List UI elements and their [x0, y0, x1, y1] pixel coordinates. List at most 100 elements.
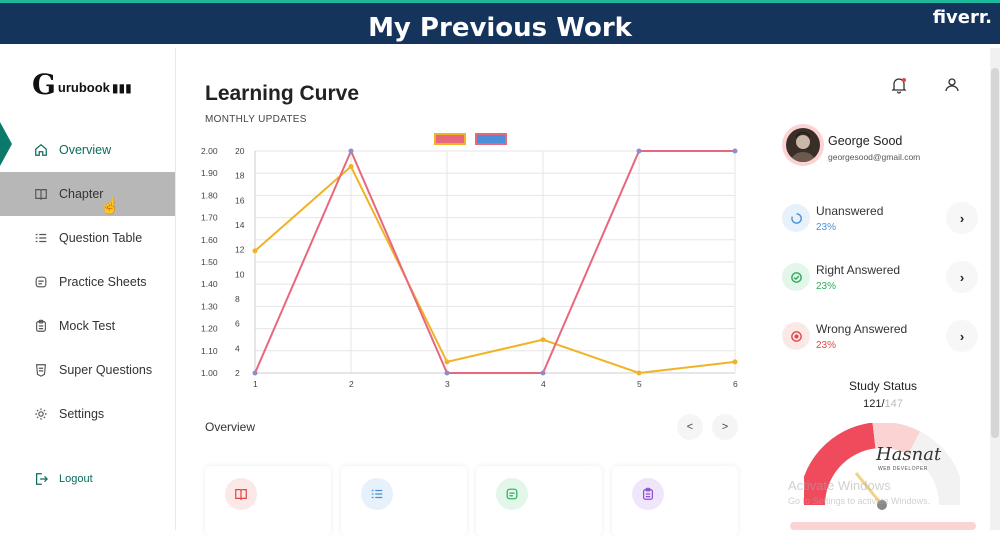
y-left-tick-label: 1.10	[201, 346, 218, 356]
logout-label: Logout	[59, 473, 93, 485]
signature-sub: WEB DEVELOPER	[878, 466, 928, 472]
y-left-tick-label: 1.90	[201, 168, 218, 178]
sidebar-item-super-questions[interactable]: Super Questions	[0, 348, 175, 392]
legend-swatch-2[interactable]	[475, 133, 507, 145]
x-tick-label: 3	[445, 379, 450, 389]
stat-percent: 23%	[816, 222, 837, 233]
stat-title: Unanswered	[816, 204, 884, 218]
shield-icon	[34, 363, 48, 377]
study-status-count: 121/147	[768, 398, 998, 410]
series-line-1	[254, 164, 736, 375]
bell-icon[interactable]	[890, 76, 908, 94]
clipboard-icon	[34, 319, 48, 333]
sidebar-item-question-table[interactable]: Question Table	[0, 216, 175, 260]
sidebar-item-practice-sheets[interactable]: Practice Sheets	[0, 260, 175, 304]
banner: My Previous Work fiverr.	[0, 0, 1000, 44]
y-left-tick-label: 1.60	[201, 235, 218, 245]
main-content: Learning Curve MONTHLY UPDATES 2.00 1.90 1…	[177, 48, 767, 536]
logout-button[interactable]: Logout	[34, 472, 93, 486]
sheet-icon	[496, 478, 528, 510]
x-tick-label: 4	[541, 379, 546, 389]
learning-curve-chart: 2.00 1.90 1.80 1.70 1.60 1.50 1.40 1.30 1.20 1.10…	[201, 146, 738, 389]
series-1-point	[444, 359, 450, 365]
sidebar-item-label: Mock Test	[59, 319, 116, 333]
stat-percent: 23%	[816, 281, 837, 292]
user-icon[interactable]	[943, 76, 961, 94]
series-1-point	[540, 337, 546, 343]
target-icon	[782, 322, 810, 350]
chevron-right-icon[interactable]: ›	[946, 320, 978, 352]
fiverr-logo: fiverr.	[932, 7, 992, 28]
page-title: Learning Curve	[205, 82, 360, 105]
series-2-point	[444, 370, 450, 376]
hand-cursor-icon: ☝	[100, 198, 120, 215]
study-total: 147	[884, 398, 903, 410]
stat-title: Wrong Answered	[816, 322, 908, 336]
sidebar-item-label: Super Questions	[59, 363, 153, 377]
y-left-tick-label: 1.80	[201, 190, 218, 200]
y-left-tick-label: 1.00	[201, 368, 218, 378]
sidebar-item-label: Question Table	[59, 231, 143, 245]
stat-unanswered[interactable]: Unanswered 23% ›	[782, 198, 978, 242]
sidebar-item-label: Chapter	[59, 187, 104, 201]
y-right-tick-label: 18	[235, 171, 245, 181]
y-left-tick-label: 1.70	[201, 213, 218, 223]
y-left-tick-label: 1.50	[201, 257, 218, 267]
y-right-tick-label: 20	[235, 146, 245, 156]
sidebar-item-chapter[interactable]: Chapter	[0, 172, 175, 216]
app-logo[interactable]: G urubook ▮▮▮	[32, 68, 132, 101]
series-1-point	[252, 248, 258, 254]
y-right-tick-label: 4	[235, 343, 240, 353]
scrollbar[interactable]	[990, 48, 1000, 530]
series-line-2	[254, 148, 735, 374]
sidebar-item-label: Settings	[59, 407, 105, 421]
sidebar-item-label: Overview	[59, 143, 112, 157]
list-icon	[34, 231, 48, 245]
stat-title: Right Answered	[816, 263, 901, 277]
home-icon	[34, 143, 48, 157]
overview-card-mock[interactable]	[612, 466, 738, 536]
sheet-icon	[34, 275, 48, 289]
prev-button[interactable]: <	[677, 414, 703, 440]
check-circle-icon	[782, 263, 810, 291]
sidebar-item-mock-test[interactable]: Mock Test	[0, 304, 175, 348]
study-sep: /	[881, 398, 885, 410]
book-icon	[225, 478, 257, 510]
series-1-point	[636, 370, 642, 376]
overview-card-practice[interactable]	[476, 466, 602, 536]
avatar[interactable]	[786, 128, 820, 162]
overview-heading: Overview	[205, 420, 256, 434]
chevron-right-icon[interactable]: ›	[946, 261, 978, 293]
overview-card-chapter[interactable]	[205, 466, 331, 536]
y-right-tick-label: 14	[235, 220, 245, 230]
study-done: 121	[863, 398, 882, 410]
series-2-point	[732, 148, 738, 154]
sidebar: G urubook ▮▮▮	[0, 48, 176, 530]
watermark-subtitle: Go to Settings to activate Windows.	[788, 496, 931, 506]
signature-name: Hasnat	[876, 444, 942, 465]
series-1-point	[732, 359, 738, 365]
series-1-point	[348, 164, 354, 170]
profile-email: georgesood@gmail.com	[828, 152, 921, 162]
chevron-right-icon[interactable]: ›	[946, 202, 978, 234]
stat-right-answered[interactable]: Right Answered 23% ›	[782, 257, 978, 301]
next-button[interactable]: >	[712, 414, 738, 440]
book-icon	[34, 187, 48, 201]
series-2-point	[252, 370, 258, 376]
x-tick-label: 2	[349, 379, 354, 389]
y-right-tick-label: 2	[235, 368, 240, 378]
overview-card-questions[interactable]	[341, 466, 467, 536]
logo-text: urubook	[57, 80, 110, 95]
stat-wrong-answered[interactable]: Wrong Answered 23% ›	[782, 316, 978, 360]
profile-name: George Sood	[828, 134, 903, 148]
sidebar-item-overview[interactable]: Overview	[0, 128, 175, 172]
y-right-tick-label: 6	[235, 319, 240, 329]
logo-mark: G	[32, 68, 56, 101]
y-right-tick-label: 8	[235, 294, 240, 304]
sidebar-item-settings[interactable]: Settings	[0, 392, 175, 436]
scrollbar-thumb[interactable]	[991, 68, 999, 438]
clipboard-icon	[632, 478, 664, 510]
y-left-tick-label: 2.00	[201, 146, 218, 156]
legend-swatch-1[interactable]	[434, 133, 466, 145]
right-panel: George Sood georgesood@gmail.com Unanswe…	[768, 48, 988, 530]
